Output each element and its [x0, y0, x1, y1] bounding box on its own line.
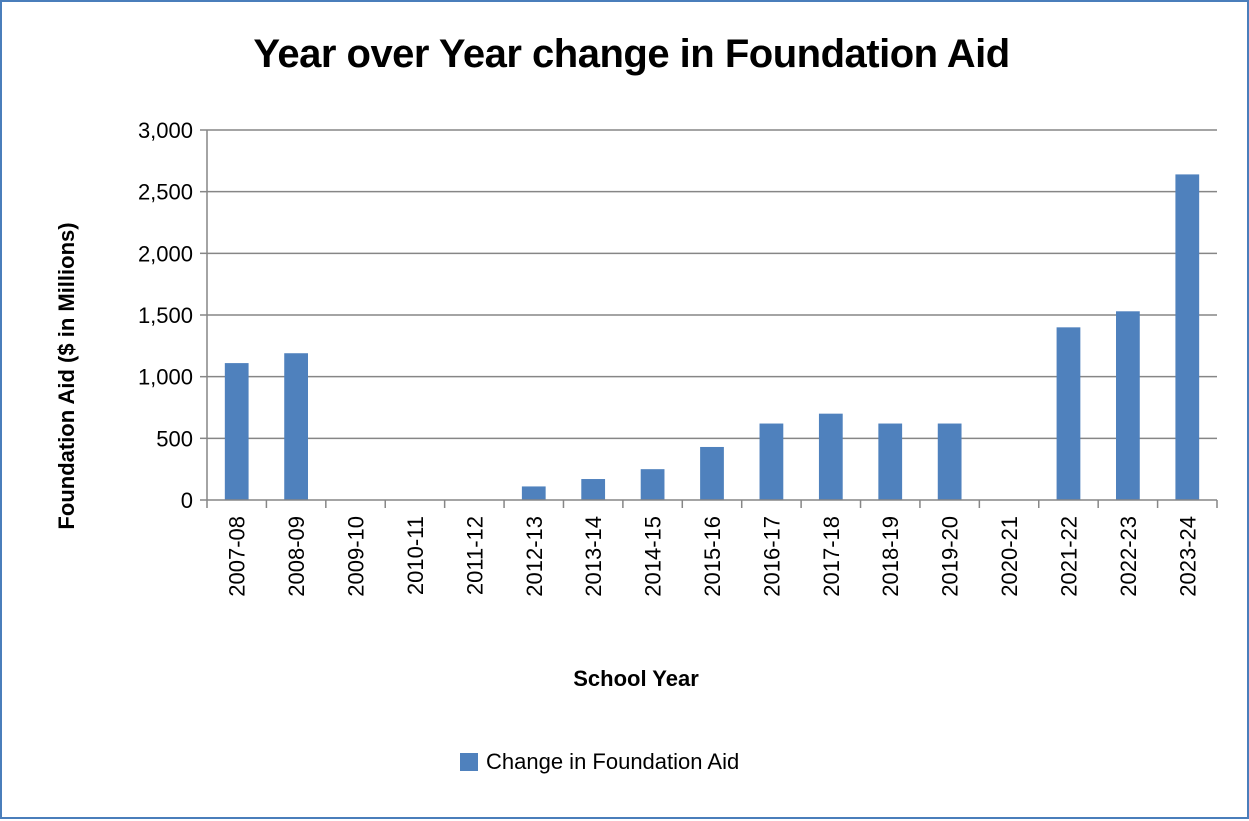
bar [1056, 327, 1081, 500]
y-tick-label: 3,000 [138, 118, 193, 143]
x-tick-label: 2011-12 [462, 516, 487, 595]
x-tick-label: 2010-11 [403, 516, 428, 595]
x-tick-label: 2022-23 [1116, 516, 1141, 597]
x-tick-label: 2020-21 [997, 516, 1022, 597]
bar [581, 479, 606, 500]
y-tick-label: 500 [156, 426, 193, 451]
y-tick-label: 0 [181, 488, 193, 513]
x-tick-label: 2007-08 [225, 516, 250, 597]
y-tick-label: 1,000 [138, 365, 193, 390]
axes [200, 129, 1218, 508]
bar [640, 469, 665, 500]
x-tick-label: 2018-19 [878, 516, 903, 597]
bar [1116, 311, 1140, 500]
y-tick-label: 1,500 [138, 303, 193, 328]
x-tick-label: 2009-10 [344, 516, 369, 597]
x-tick-label: 2013-14 [581, 516, 606, 597]
legend-swatch [460, 753, 478, 771]
x-tick-label: 2019-20 [938, 516, 963, 597]
x-tick-label: 2016-17 [759, 516, 784, 597]
bar [284, 353, 308, 500]
bar [759, 423, 784, 500]
bar [521, 486, 546, 500]
y-tick-label: 2,000 [138, 241, 193, 266]
bar [700, 446, 724, 500]
bar [224, 363, 249, 500]
y-axis-title: Foundation Aid ($ in Millions) [54, 222, 79, 529]
chart-title: Year over Year change in Foundation Aid [253, 32, 1010, 76]
x-tick-label: 2015-16 [700, 516, 725, 597]
legend-label: Change in Foundation Aid [486, 749, 740, 774]
gridlines [207, 129, 1217, 440]
bars [224, 174, 1200, 500]
x-tick-label: 2023-24 [1175, 516, 1200, 597]
bar [878, 423, 903, 500]
y-tick-label: 2,500 [138, 180, 193, 205]
legend: Change in Foundation Aid [460, 747, 739, 777]
y-tick-labels: 0 500 1,000 1,500 2,000 2,500 3,000 [138, 118, 193, 513]
x-axis-title: School Year [573, 666, 699, 691]
bar [1175, 174, 1200, 500]
x-tick-labels: 2007-08 2008-09 2009-10 2010-11 2011-12 2012-… [225, 516, 1201, 597]
x-tick-label: 2012-13 [522, 516, 547, 597]
x-tick-label: 2017-18 [819, 516, 844, 597]
bar [818, 413, 843, 500]
x-tick-label: 2014-15 [641, 516, 666, 597]
bar [937, 423, 962, 500]
x-tick-label: 2021-22 [1056, 516, 1081, 597]
x-tick-label: 2008-09 [284, 516, 309, 597]
